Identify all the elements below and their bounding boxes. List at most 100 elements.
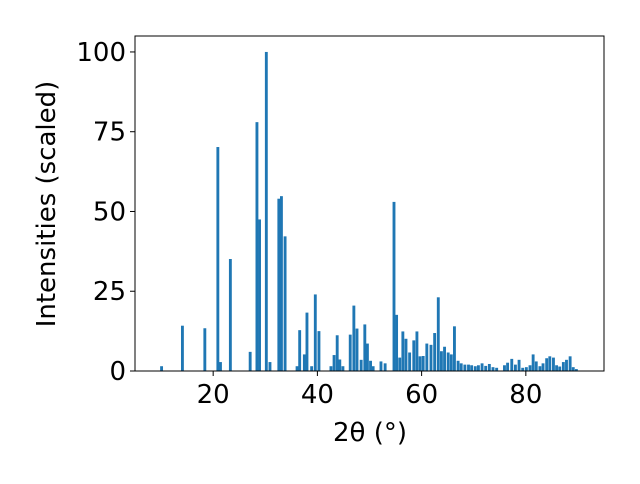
bar	[392, 201, 396, 371]
y-axis-title: Intensities (scaled)	[32, 81, 62, 328]
bar	[467, 364, 470, 371]
bar	[305, 312, 309, 371]
bar	[571, 367, 575, 371]
bar	[555, 365, 559, 371]
bar	[524, 367, 528, 371]
bar	[480, 363, 484, 371]
bar	[395, 314, 399, 371]
x-tick-label: 20	[197, 380, 230, 410]
bar	[228, 259, 232, 371]
bar	[453, 326, 456, 371]
bar	[363, 324, 367, 371]
bar	[421, 356, 425, 371]
bar	[412, 340, 416, 371]
bar	[463, 364, 467, 371]
bar	[521, 367, 525, 371]
x-tick-label: 80	[509, 380, 542, 410]
bar	[404, 338, 408, 371]
bar	[268, 362, 272, 371]
bar	[484, 365, 488, 371]
bar	[531, 354, 535, 371]
bar	[439, 351, 443, 371]
bar	[506, 362, 510, 371]
bar	[379, 361, 383, 371]
bar	[341, 366, 345, 371]
bar	[470, 365, 474, 371]
bar	[425, 343, 429, 371]
y-tick-label: 0	[109, 357, 126, 387]
bar	[369, 360, 372, 371]
y-tick-label: 50	[93, 197, 126, 227]
bar	[456, 360, 460, 371]
bar	[408, 352, 412, 371]
axes-frame	[134, 35, 605, 372]
bar	[476, 365, 480, 371]
bar	[264, 51, 268, 371]
bar	[517, 359, 521, 371]
bar	[415, 331, 419, 371]
bar	[574, 369, 578, 371]
bar	[298, 330, 302, 371]
bar	[371, 366, 375, 371]
bar	[398, 357, 402, 371]
bar	[258, 219, 261, 371]
x-tick-label: 60	[405, 380, 438, 410]
bar	[216, 147, 220, 371]
bar	[545, 358, 549, 371]
bar	[561, 362, 565, 371]
bar	[317, 331, 321, 371]
y-tick-label: 75	[93, 118, 126, 148]
y-tick-label: 100	[76, 38, 126, 68]
y-tick-label: 25	[93, 277, 126, 307]
bar	[510, 358, 514, 371]
bar	[335, 335, 339, 371]
bar	[558, 366, 562, 371]
bar	[365, 343, 369, 371]
bar	[248, 351, 252, 371]
bar	[348, 334, 352, 371]
bar	[383, 363, 387, 371]
bar	[538, 366, 542, 371]
bar	[355, 328, 359, 371]
bar	[255, 122, 259, 371]
bar	[359, 359, 363, 371]
bar	[534, 361, 538, 371]
x-axis-ticks: 20 40 60 80	[197, 371, 542, 410]
bar	[329, 366, 333, 371]
bar	[160, 366, 164, 371]
bar	[277, 198, 281, 371]
plot-area-border	[134, 35, 605, 372]
bar	[295, 366, 299, 371]
bar	[203, 328, 207, 371]
bar	[433, 333, 437, 371]
bar	[401, 331, 405, 371]
bar	[487, 363, 491, 371]
bar	[503, 365, 506, 371]
x-tick-label: 40	[301, 380, 334, 410]
bar	[313, 294, 317, 371]
bar	[436, 297, 440, 371]
bar	[219, 362, 222, 371]
bar	[473, 366, 477, 371]
bar	[352, 305, 356, 371]
bar	[459, 363, 463, 371]
bar	[491, 367, 495, 371]
bar	[443, 346, 446, 371]
bar	[568, 356, 572, 371]
bar	[552, 357, 555, 371]
bar	[548, 356, 552, 371]
bar	[302, 354, 306, 371]
bar	[332, 355, 336, 371]
bar	[513, 364, 517, 371]
bar	[310, 366, 314, 371]
bar	[449, 354, 453, 371]
y-axis-ticks: 0 25 50 75 100	[76, 38, 135, 387]
bar	[565, 359, 568, 371]
bar	[180, 325, 184, 371]
x-axis-title: 2θ (°)	[333, 418, 407, 448]
bar	[280, 196, 283, 371]
bar	[283, 236, 287, 371]
bar-series	[160, 51, 578, 371]
